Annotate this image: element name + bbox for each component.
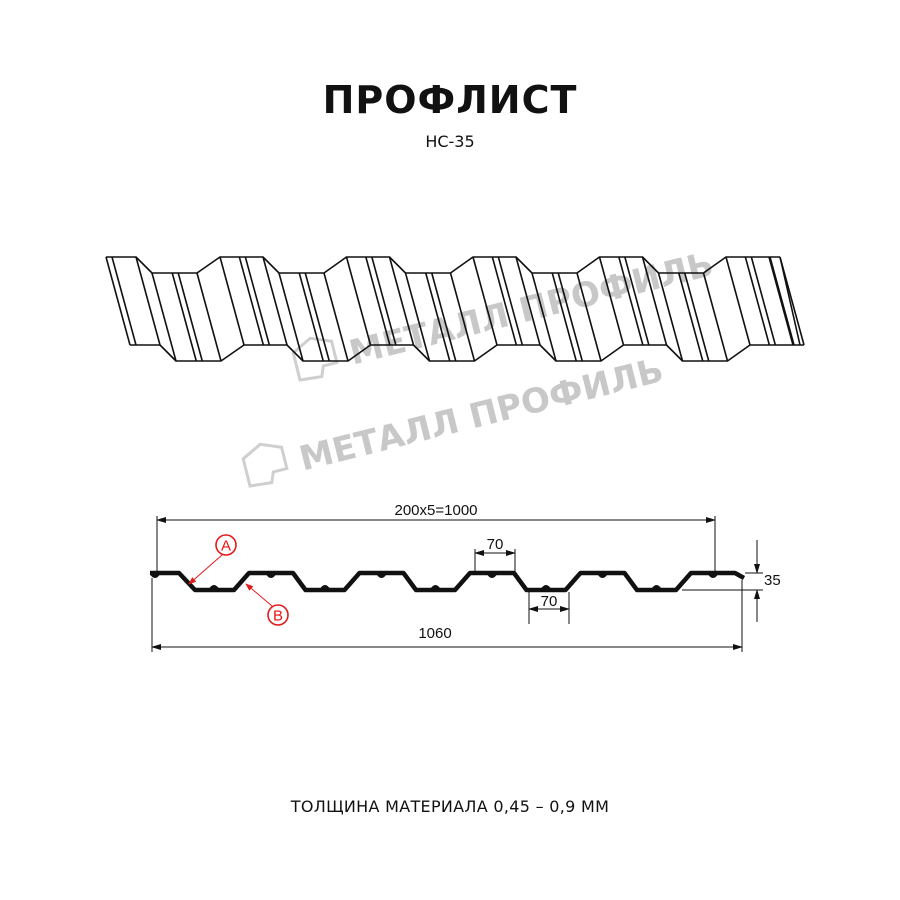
stiffening-rib [265,572,277,578]
sheet-edge [779,256,801,346]
sheet-fold-line [641,256,668,346]
sheet-fold-line [725,256,751,346]
sheet-fold-line [404,272,431,362]
height-label: 35 [764,572,781,589]
stiffening-rib [540,585,552,591]
pitch-label: 200x5=1000 [395,502,478,519]
dimension-height [682,540,763,622]
sheet-groove-line [683,272,710,362]
sheet-fold-line [345,256,372,346]
sheet-fold-line [531,272,557,362]
profile-sheet-perspective [105,256,805,362]
dimension-total-width [151,578,743,652]
sheet-fold-line [515,256,541,346]
top-width-label: 70 [487,536,504,553]
sheet-fold-line [769,256,795,346]
dimension-bottom-width [528,592,570,624]
profile-model: НС-35 [425,132,475,151]
watermark-text: МЕТАЛЛ ПРОФИЛЬ [345,244,717,373]
sheet-fold-line [219,256,245,346]
sheet-fold-line [323,272,349,362]
sheet-groove-line [177,272,204,362]
stiffening-rib [319,585,331,591]
sheet-groove-line [244,256,271,346]
sheet-groove-line [618,256,644,346]
marker-b: B [245,583,289,626]
sheet-fold-line [151,272,177,362]
stiffening-rib [430,585,441,591]
sheet-groove-line [497,256,524,346]
watermark-logo-bottom: МЕТАЛЛ ПРОФИЛЬ [241,350,667,488]
dimension-top-width [474,549,516,573]
sheet-groove-line [677,272,704,362]
stiffening-rib [149,572,161,578]
sheet-fold-line [472,256,498,346]
watermark-text: МЕТАЛЛ ПРОФИЛЬ [295,350,667,479]
sheet-groove-line [551,272,578,362]
sheet-groove-line [430,272,457,362]
sheet-back-edge [130,344,804,362]
stiffening-rib [597,572,608,578]
sheet-fold-line [768,256,794,346]
profile-cross-section [150,570,746,593]
sheet-groove-line [424,272,451,362]
stiffening-rib [376,572,387,578]
sheet-fold-line [196,272,222,362]
sheet-groove-line [365,256,391,346]
sheet-fold-line [702,272,729,362]
sheet-groove-line [111,256,137,346]
sheet-groove-line [371,256,397,346]
sheet-fold-line [278,272,304,362]
marker-b-label: B [273,608,283,625]
sheet-front-edge [106,256,780,274]
sheet-groove-line [557,272,584,362]
total-width-label: 1060 [418,625,451,642]
sheet-fold-line [135,256,161,346]
stiffening-rib [707,572,719,578]
sheet-fold-line [105,256,131,346]
material-thickness: ТОЛЩИНА МАТЕРИАЛА 0,45 – 0,9 ММ [290,797,610,816]
sheet-groove-line [171,272,198,362]
sheet-groove-line [238,256,265,346]
stiffening-rib [651,585,662,591]
sheet-groove-line [624,256,650,346]
marker-a-label: A [221,538,231,555]
sheet-groove-line [750,256,777,346]
sheet-groove-line [298,272,325,362]
sheet-fold-line [388,256,415,346]
marker-a: A [188,534,237,585]
sheet-fold-line [449,272,476,362]
sheet-fold-line [576,272,602,362]
sheet-groove-line [744,256,771,346]
bottom-width-label: 70 [541,593,558,610]
stiffening-rib [208,585,220,591]
sheet-fold-line [598,256,625,346]
sheet-fold-line [262,256,288,346]
stiffening-rib [486,572,498,578]
sheet-groove-line [304,272,331,362]
page-title: ПРОФЛИСТ [322,78,578,122]
sheet-groove-line [491,256,518,346]
dimension-pitch [156,516,716,574]
sheet-fold-line [657,272,684,362]
